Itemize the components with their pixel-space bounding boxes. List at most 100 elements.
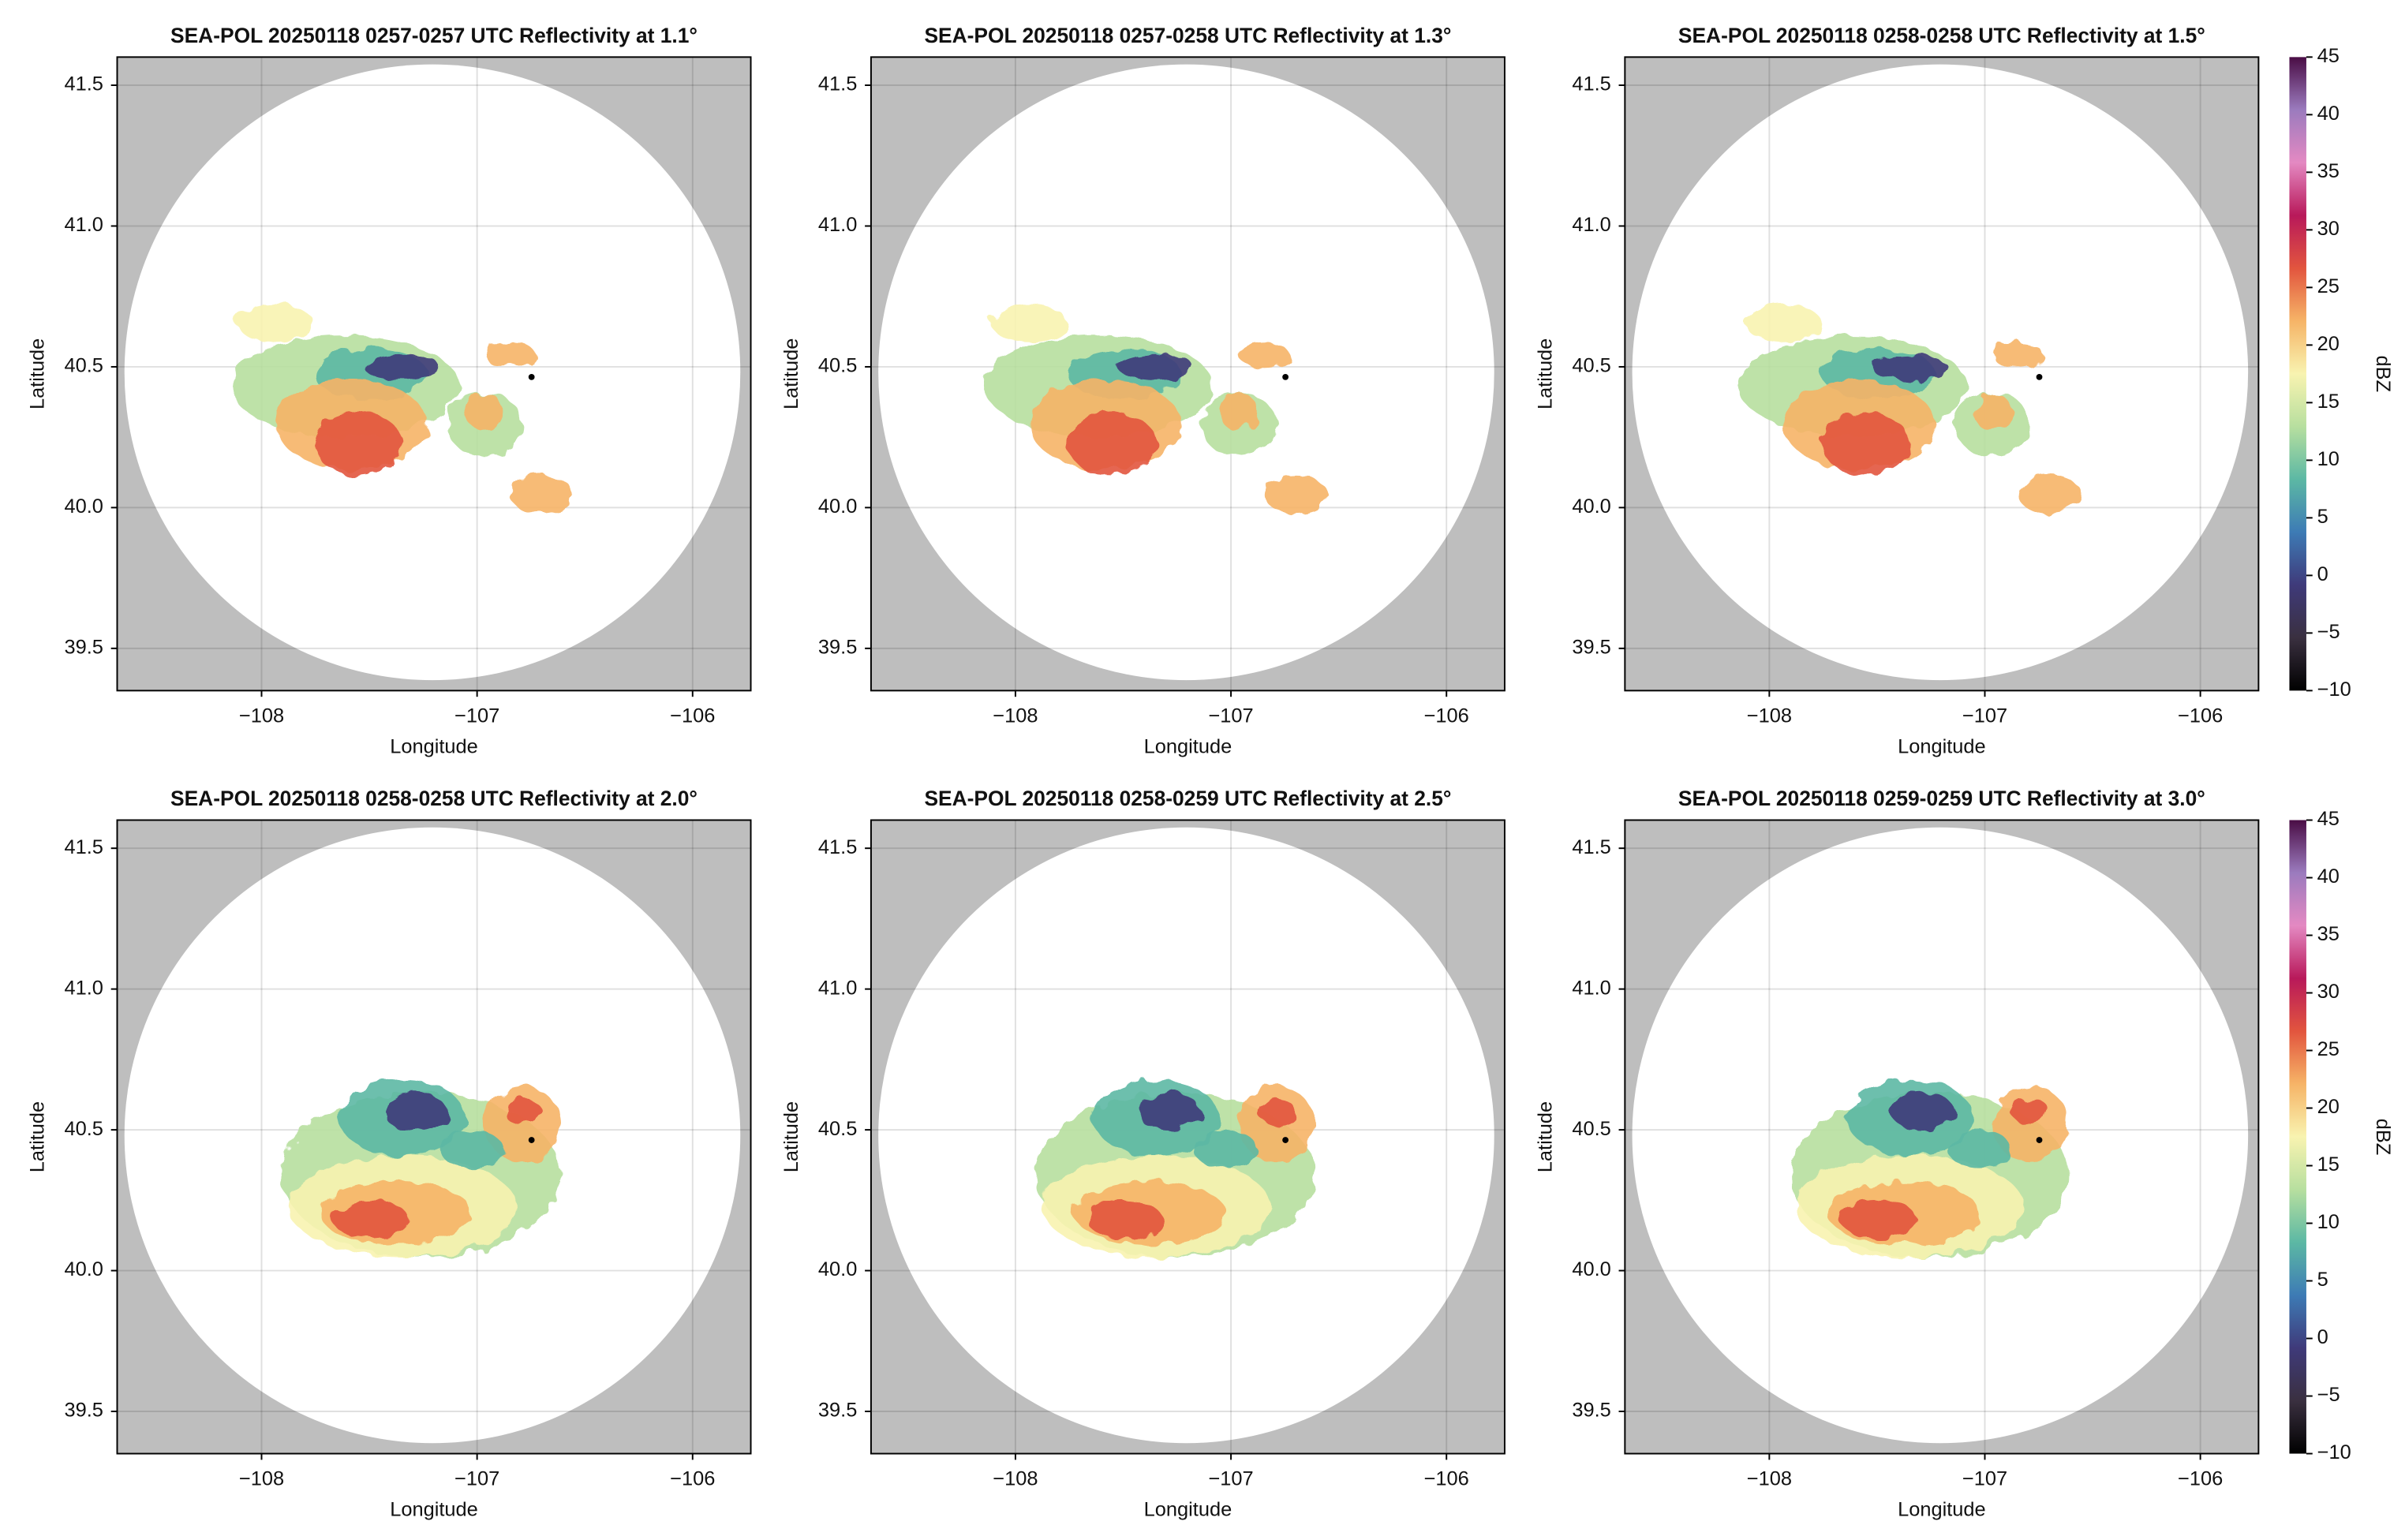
echo-field bbox=[231, 304, 574, 514]
colorbar-tick-label: 15 bbox=[2317, 1153, 2340, 1176]
colorbar-tick-label: 5 bbox=[2317, 506, 2328, 528]
y-axis-label: Latitude bbox=[780, 338, 802, 409]
y-tick-label: 40.5 bbox=[64, 1118, 103, 1140]
axes-frame bbox=[116, 819, 752, 1455]
echo bbox=[440, 1130, 504, 1169]
y-tick-label: 40.0 bbox=[1572, 495, 1610, 518]
y-tick-label: 41.5 bbox=[818, 836, 857, 858]
colorbar-tick-label: 5 bbox=[2317, 1269, 2328, 1291]
echo bbox=[383, 1092, 447, 1131]
colorbar-tick-label: 30 bbox=[2317, 218, 2340, 240]
y-tick-label: 40.5 bbox=[64, 355, 103, 377]
colorbar-tick-label: 20 bbox=[2317, 1096, 2340, 1118]
x-tick-label: −107 bbox=[1208, 1467, 1253, 1490]
y-tick-label: 41.5 bbox=[64, 73, 103, 95]
x-tick-label: −107 bbox=[454, 705, 499, 727]
y-tick-label: 40.5 bbox=[818, 355, 857, 377]
echo bbox=[1238, 1086, 1315, 1163]
x-tick-label: −107 bbox=[1208, 705, 1253, 727]
panel: −108 −107 −106 39.5 40.0 40.5 41.0 41.5 SEA-POL … bbox=[27, 787, 752, 1521]
echo-field bbox=[1035, 1079, 1315, 1258]
radar-site bbox=[1282, 373, 1289, 380]
x-tick-label: −106 bbox=[670, 1467, 715, 1490]
echo bbox=[1219, 392, 1258, 432]
echo bbox=[484, 342, 536, 368]
axes-frame bbox=[116, 56, 752, 692]
y-tick-label: 41.5 bbox=[1572, 836, 1610, 858]
colorbar bbox=[2289, 820, 2306, 1454]
echo bbox=[466, 392, 504, 432]
echo bbox=[1840, 1200, 1917, 1239]
colorbar-tick-label: 25 bbox=[2317, 275, 2340, 297]
y-tick-label: 40.0 bbox=[64, 1258, 103, 1280]
echo-field bbox=[1738, 304, 2081, 514]
echo-field bbox=[282, 1079, 561, 1258]
x-tick-label: −107 bbox=[454, 1467, 499, 1490]
y-tick-label: 41.0 bbox=[64, 977, 103, 999]
colorbar-tick-label: 45 bbox=[2317, 45, 2340, 67]
y-axis-label: Latitude bbox=[27, 338, 49, 409]
echo-field bbox=[1790, 1079, 2069, 1258]
echo bbox=[1947, 1130, 2012, 1169]
colorbar-tick-label: 30 bbox=[2317, 981, 2340, 1003]
x-tick-label: −108 bbox=[993, 1467, 1038, 1490]
x-tick-label: −108 bbox=[993, 705, 1038, 727]
echo bbox=[503, 1098, 542, 1124]
echo bbox=[1194, 1130, 1258, 1169]
colorbar-tick-label: 0 bbox=[2317, 1326, 2328, 1348]
axes-frame bbox=[1624, 819, 2260, 1455]
colorbar-tick-label: −10 bbox=[2317, 678, 2351, 701]
echo bbox=[1821, 412, 1910, 476]
chart-title: SEA-POL 20250118 0257-0257 UTC Reflectiv… bbox=[170, 24, 698, 47]
y-tick-label: 39.5 bbox=[64, 637, 103, 659]
echo bbox=[510, 475, 574, 514]
x-tick-label: −106 bbox=[1424, 1467, 1469, 1490]
panel: −108 −107 −106 39.5 40.0 40.5 41.0 41.5 SEA-POL … bbox=[780, 24, 1505, 757]
echo bbox=[1891, 1092, 1954, 1131]
x-axis-label: Longitude bbox=[1898, 1499, 1986, 1521]
echo bbox=[1137, 1092, 1201, 1131]
colorbar-tick-label: 35 bbox=[2317, 160, 2340, 182]
y-axis-label: Latitude bbox=[1534, 338, 1556, 409]
echo bbox=[313, 412, 402, 476]
echo bbox=[1992, 1086, 2069, 1163]
colorbar-label: dBZ bbox=[2372, 356, 2394, 393]
y-tick-label: 40.0 bbox=[818, 1258, 857, 1280]
radar-site bbox=[528, 1137, 535, 1143]
x-tick-label: −106 bbox=[2178, 705, 2223, 727]
x-axis-label: Longitude bbox=[1144, 735, 1232, 757]
x-tick-label: −108 bbox=[239, 705, 284, 727]
y-tick-label: 39.5 bbox=[818, 637, 857, 659]
chart-title: SEA-POL 20250118 0258-0258 UTC Reflectiv… bbox=[170, 787, 698, 810]
echo bbox=[1992, 342, 2044, 368]
echo bbox=[1067, 412, 1157, 476]
colorbar-tick-label: 45 bbox=[2317, 808, 2340, 830]
chart-title: SEA-POL 20250118 0258-0258 UTC Reflectiv… bbox=[1678, 24, 2205, 47]
y-tick-label: 39.5 bbox=[818, 1400, 857, 1422]
y-axis-label: Latitude bbox=[780, 1101, 802, 1172]
x-tick-label: −107 bbox=[1962, 1467, 2007, 1490]
echo bbox=[484, 1086, 561, 1163]
y-axis-label: Latitude bbox=[1534, 1101, 1556, 1172]
colorbar-tick-label: −5 bbox=[2317, 621, 2340, 643]
colorbar-label: dBZ bbox=[2372, 1119, 2394, 1156]
colorbar-tick-label: 40 bbox=[2317, 103, 2340, 125]
x-tick-label: −106 bbox=[2178, 1467, 2223, 1490]
axes-frame bbox=[1624, 56, 2260, 692]
echo bbox=[1973, 392, 2012, 432]
panel: −108 −107 −106 39.5 40.0 40.5 41.0 41.5 SEA-POL … bbox=[1534, 787, 2394, 1520]
y-tick-label: 41.5 bbox=[64, 836, 103, 858]
echo bbox=[238, 304, 314, 342]
panel: −108 −107 −106 39.5 40.0 40.5 41.0 41.5 SEA-POL … bbox=[1534, 24, 2394, 757]
colorbar-tick-label: 10 bbox=[2317, 1211, 2340, 1233]
panel: −108 −107 −106 39.5 40.0 40.5 41.0 41.5 SEA-POL … bbox=[27, 24, 752, 757]
echo bbox=[991, 304, 1068, 342]
echo bbox=[1257, 1098, 1296, 1124]
y-tick-label: 41.0 bbox=[818, 214, 857, 236]
echo bbox=[1872, 354, 1948, 380]
y-tick-label: 39.5 bbox=[1572, 637, 1610, 659]
echo bbox=[1118, 354, 1195, 380]
y-axis-label: Latitude bbox=[27, 1101, 49, 1172]
